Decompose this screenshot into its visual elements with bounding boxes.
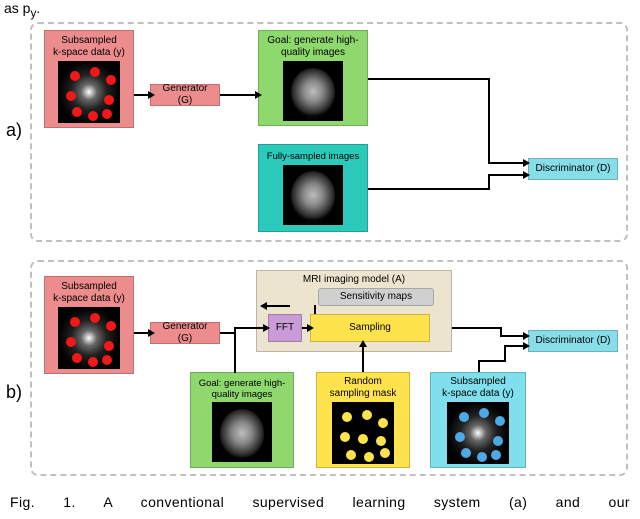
arrow [302, 327, 308, 329]
a-discriminator: Discriminator (D) [528, 158, 618, 180]
b-kspace2-dots [447, 402, 509, 464]
arrow-seg [220, 332, 234, 334]
b-sampling: Sampling [310, 314, 430, 342]
a-goal-mri [283, 61, 343, 121]
a-kspace-dots [58, 61, 120, 123]
arrow [234, 327, 264, 329]
arrow [488, 162, 524, 164]
b-fft: FFT [268, 314, 302, 342]
b-kspace2-image [447, 402, 509, 464]
arrow-seg [488, 174, 490, 190]
arrow [134, 94, 149, 96]
arrow [488, 174, 524, 176]
arrow [362, 346, 364, 372]
b-kspace-title: Subsampled k-space data (y) [53, 281, 125, 305]
a-goal-title: Goal: generate high- quality images [267, 35, 358, 59]
arrow-seg [500, 327, 502, 337]
figure-caption: Fig. 1. A conventional supervised learni… [10, 494, 630, 510]
arrow-seg [488, 78, 490, 164]
a-fully-title: Fully-sampled images [267, 151, 359, 162]
b-kspace: Subsampled k-space data (y) [44, 276, 134, 374]
arrow [220, 94, 256, 96]
b-sensitivity: Sensitivity maps [318, 288, 434, 306]
arrow-seg [452, 327, 500, 329]
a-fully: Fully-sampled images [258, 144, 368, 232]
a-fully-mri [283, 165, 343, 225]
pretext: as py. [4, 0, 40, 20]
b-discriminator: Discriminator (D) [528, 330, 618, 352]
a-kspace: Subsampled k-space data (y) [44, 30, 134, 128]
arrow [500, 335, 524, 337]
a-kspace-title: Subsampled k-space data (y) [53, 35, 125, 59]
b-mask: Random sampling mask [316, 372, 410, 468]
b-mri-model-title: MRI imaging model (A) [260, 274, 448, 286]
arrow [504, 345, 524, 347]
b-kspace2: Subsampled k-space data (y) [430, 372, 526, 468]
arrow-seg [314, 305, 316, 314]
a-generator: Generator (G) [150, 84, 220, 106]
b-goal-mri [212, 402, 272, 462]
panel-a-label: a) [6, 120, 22, 141]
a-kspace-image [58, 61, 120, 123]
b-mask-image [332, 402, 394, 464]
b-mask-dots [332, 402, 394, 464]
b-goal: Goal: generate high- quality images [190, 372, 294, 468]
b-kspace-dots [58, 307, 120, 369]
arrow-seg [234, 327, 236, 373]
b-mask-title: Random sampling mask [330, 376, 397, 400]
b-generator: Generator (G) [150, 322, 220, 344]
arrow-seg [478, 360, 504, 362]
arrow [266, 305, 290, 307]
arrow-seg [368, 188, 488, 190]
a-goal: Goal: generate high- quality images [258, 30, 368, 126]
b-kspace-image [58, 307, 120, 369]
panel-b-label: b) [6, 382, 22, 403]
arrow-seg [368, 78, 488, 80]
b-kspace2-title: Subsampled k-space data (y) [442, 376, 514, 400]
b-goal-title: Goal: generate high- quality images [199, 378, 286, 401]
arrow-seg [504, 345, 506, 362]
arrow [134, 332, 149, 334]
